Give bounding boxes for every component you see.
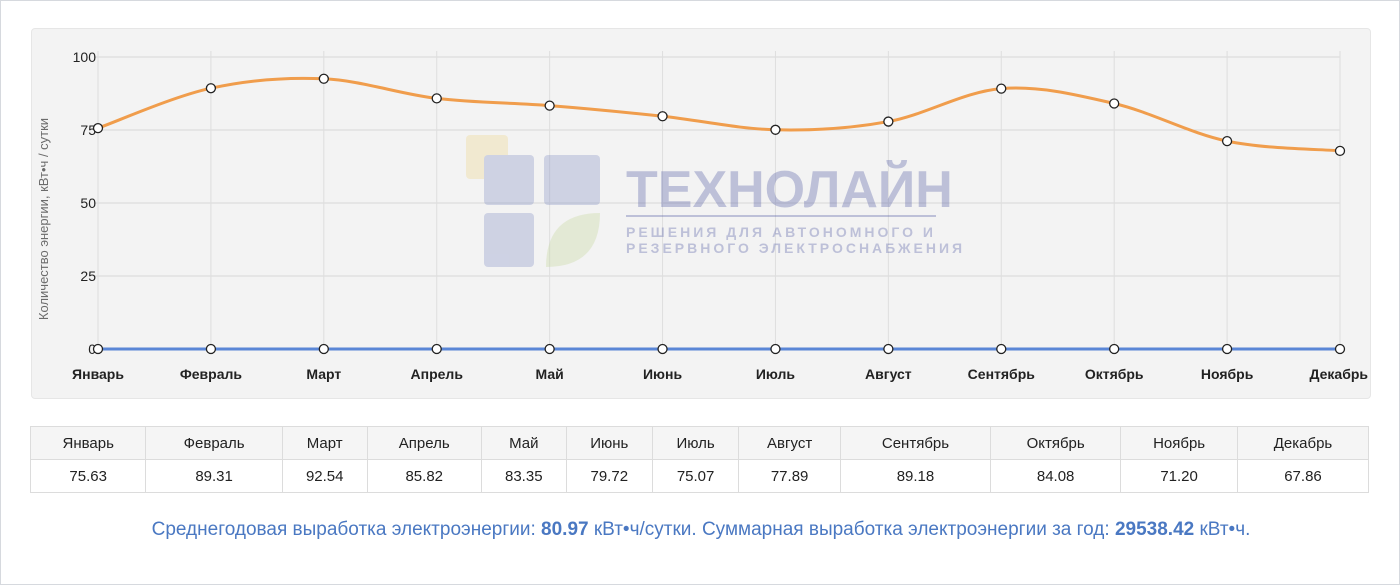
- table-cell: 71.20: [1120, 459, 1238, 493]
- y-tick-label: 0: [88, 341, 96, 357]
- x-tick-label: Ноябрь: [1201, 366, 1254, 382]
- x-tick-label: Июнь: [643, 366, 682, 382]
- table-header-cell: Январь: [29, 426, 147, 460]
- avg-prefix: Среднегодовая выработка электроэнергии:: [151, 519, 542, 540]
- table-cell: 89.18: [839, 459, 992, 493]
- x-tick-label: Январь: [72, 366, 124, 382]
- data-point: [996, 343, 1007, 355]
- watermark-tagline-2: РЕЗЕРВНОГО ЭЛЕКТРОСНАБЖЕНИЯ: [626, 240, 965, 256]
- logo-tile-yellow: [466, 135, 508, 179]
- avg-unit: кВт•ч/сутки.: [588, 519, 702, 540]
- table-header-cell: Июнь: [565, 426, 653, 460]
- data-point: [431, 343, 442, 355]
- table-cell: 75.63: [29, 459, 147, 493]
- data-point: [883, 343, 894, 355]
- data-point: [544, 343, 555, 355]
- table-header-cell: Март: [281, 426, 368, 460]
- total-unit: кВт•ч.: [1194, 519, 1251, 540]
- table-cell: 77.89: [738, 459, 841, 493]
- table-cell: 83.35: [480, 459, 567, 493]
- data-point: [1109, 343, 1120, 355]
- x-tick-label: Декабрь: [1309, 366, 1368, 382]
- series-points: [92, 73, 1346, 355]
- table-row: 75.63 89.31 92.54 85.82 83.35 79.72 75.07 77.89…: [29, 459, 1370, 493]
- y-axis-label: Количество энергии, кВт•ч / сутки: [36, 118, 51, 320]
- data-point: [544, 100, 555, 111]
- energy-line-chart: ТЕХНОЛАЙН РЕШЕНИЯ ДЛЯ АВТОНОМНОГО И РЕЗЕ…: [36, 49, 1368, 382]
- data-point: [996, 83, 1007, 94]
- watermark-divider: [626, 215, 936, 217]
- data-point: [883, 116, 894, 127]
- data-point: [431, 93, 442, 104]
- watermark-brand: ТЕХНОЛАЙН: [626, 160, 953, 219]
- data-point: [92, 123, 104, 134]
- x-tick-labels: Январь Февраль Март Апрель Май Июнь Июль Август…: [72, 366, 1368, 382]
- y-tick-label: 50: [80, 195, 96, 211]
- leaf-icon: [546, 213, 600, 267]
- table-header-cell: Октябрь: [990, 426, 1122, 460]
- series-line: [97, 76, 1341, 153]
- y-tick-label: 25: [80, 268, 96, 284]
- data-point: [1334, 145, 1346, 156]
- x-tick-label: Сентябрь: [968, 366, 1036, 382]
- x-tick-label: Май: [536, 366, 564, 382]
- table-cell: 67.86: [1236, 459, 1370, 493]
- series-lines: [97, 76, 1341, 351]
- data-point: [318, 73, 329, 84]
- data-point: [1334, 343, 1346, 355]
- watermark-logo: ТЕХНОЛАЙН РЕШЕНИЯ ДЛЯ АВТОНОМНОГО И РЕЗЕ…: [466, 135, 965, 267]
- table-cell: 75.07: [651, 459, 740, 493]
- x-tick-label: Октябрь: [1085, 366, 1144, 382]
- table-header-cell: Сентябрь: [839, 426, 992, 460]
- data-point: [657, 111, 668, 122]
- x-tick-label: Февраль: [180, 366, 243, 382]
- table-cell: 79.72: [565, 459, 653, 493]
- logo-tile-1: [484, 155, 534, 205]
- logo-tile-2: [544, 155, 600, 205]
- data-point: [1221, 135, 1233, 147]
- table-cell: 92.54: [281, 459, 368, 493]
- logo-tile-3: [484, 213, 534, 267]
- summary-text: Среднегодовая выработка электроэнергии: …: [1, 519, 1400, 541]
- table-header-cell: Май: [480, 426, 567, 460]
- y-tick-label: 75: [80, 122, 96, 138]
- x-tick-label: Июль: [756, 366, 796, 382]
- table-cell: 85.82: [366, 459, 482, 493]
- table-header-cell: Апрель: [366, 426, 482, 460]
- y-tick-labels: 0 25 50 75 100: [73, 49, 97, 357]
- table-cell: 84.08: [990, 459, 1122, 493]
- x-tick-label: Апрель: [411, 366, 464, 382]
- data-point: [1221, 343, 1233, 355]
- x-tick-label: Август: [865, 366, 912, 382]
- chart-panel: ТЕХНОЛАЙН РЕШЕНИЯ ДЛЯ АВТОНОМНОГО И РЕЗЕ…: [31, 28, 1371, 399]
- y-tick-label: 100: [73, 49, 97, 65]
- data-point: [770, 124, 781, 135]
- data-point: [205, 83, 217, 94]
- monthly-values-table: Январь Февраль Март Апрель Май Июнь Июль Август…: [29, 426, 1370, 493]
- data-point: [770, 343, 781, 355]
- table-header-cell: Февраль: [145, 426, 283, 460]
- data-point: [318, 343, 329, 355]
- chart-grid: [94, 51, 1341, 350]
- table-header-cell: Ноябрь: [1120, 426, 1238, 460]
- table-header-row: Январь Февраль Март Апрель Май Июнь Июль Август…: [29, 426, 1370, 460]
- table-header-cell: Июль: [651, 426, 740, 460]
- watermark-tagline-1: РЕШЕНИЯ ДЛЯ АВТОНОМНОГО И: [626, 224, 936, 240]
- table-header-cell: Декабрь: [1236, 426, 1370, 460]
- data-point: [205, 343, 217, 355]
- table-header-cell: Август: [738, 426, 841, 460]
- avg-value: 80.97: [541, 519, 589, 540]
- x-tick-label: Март: [306, 366, 341, 382]
- table-cell: 89.31: [145, 459, 283, 493]
- total-prefix: Суммарная выработка электроэнергии за го…: [701, 519, 1115, 540]
- data-point: [1109, 98, 1120, 109]
- data-point: [657, 343, 668, 355]
- data-point: [92, 343, 104, 355]
- total-value: 29538.42: [1114, 519, 1195, 540]
